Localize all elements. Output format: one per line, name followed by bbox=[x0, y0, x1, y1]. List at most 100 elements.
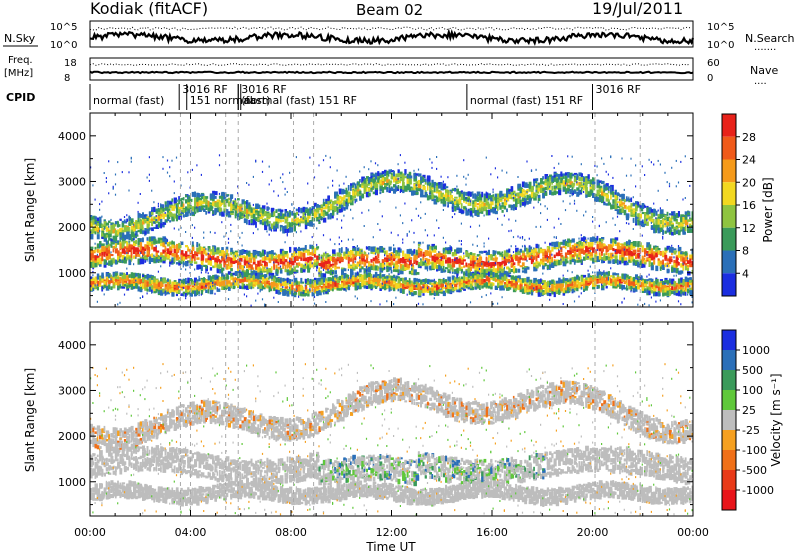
power-cell bbox=[268, 275, 272, 279]
power-cell bbox=[112, 271, 117, 277]
power-cell bbox=[255, 203, 259, 209]
power-cell bbox=[105, 278, 108, 281]
power-cell bbox=[436, 267, 439, 272]
power-cell bbox=[137, 275, 141, 279]
power-cell bbox=[133, 283, 137, 287]
power-cell bbox=[289, 246, 292, 253]
power-cell bbox=[169, 289, 173, 294]
power-cell bbox=[449, 195, 453, 199]
power-cell bbox=[481, 262, 485, 267]
power-cell bbox=[243, 260, 247, 266]
power-cell bbox=[298, 223, 300, 226]
power-cell bbox=[467, 287, 472, 290]
power-cell bbox=[90, 276, 93, 279]
power-cell bbox=[433, 181, 436, 188]
power-cell bbox=[203, 288, 206, 291]
power-cell bbox=[117, 288, 119, 291]
power-cell bbox=[521, 237, 524, 240]
power-cell bbox=[284, 253, 287, 258]
power-cell bbox=[377, 223, 379, 225]
power-cell bbox=[223, 235, 225, 238]
power-cell bbox=[196, 291, 200, 294]
power-cell bbox=[397, 250, 401, 253]
power-cell bbox=[261, 298, 264, 301]
power-cell bbox=[196, 197, 199, 202]
power-cell bbox=[264, 256, 268, 261]
power-cell bbox=[377, 280, 381, 286]
power-cell bbox=[205, 271, 207, 274]
power-cell bbox=[117, 240, 119, 243]
power-cell bbox=[420, 279, 423, 284]
power-cell bbox=[519, 286, 523, 293]
power-cell bbox=[469, 252, 473, 256]
power-cell bbox=[300, 287, 304, 291]
power-cell bbox=[194, 268, 196, 271]
power-cell bbox=[386, 262, 389, 268]
power-cell bbox=[185, 251, 188, 257]
power-cell bbox=[257, 217, 261, 222]
power-cell bbox=[200, 289, 204, 295]
power-cell bbox=[336, 277, 340, 283]
power-cell bbox=[361, 211, 363, 214]
power-cell bbox=[478, 250, 482, 254]
power-cell bbox=[90, 217, 93, 221]
power-cell bbox=[151, 238, 154, 242]
power-cell bbox=[286, 264, 289, 269]
power-cell bbox=[478, 203, 482, 210]
power-cell bbox=[390, 169, 392, 172]
power-cell bbox=[144, 283, 147, 288]
power-cell bbox=[454, 251, 457, 255]
power-cell bbox=[519, 283, 522, 290]
power-cell bbox=[476, 196, 480, 202]
power-cell bbox=[438, 284, 441, 287]
power-cell bbox=[114, 278, 118, 282]
power-cell bbox=[476, 191, 481, 197]
power-cell bbox=[395, 186, 399, 191]
power-cell bbox=[223, 282, 227, 288]
power-cell bbox=[151, 253, 154, 258]
power-cell bbox=[490, 274, 494, 278]
power-cell bbox=[417, 241, 422, 245]
power-cell bbox=[114, 242, 117, 247]
power-cell bbox=[372, 183, 376, 188]
power-cell bbox=[230, 194, 233, 199]
power-cell bbox=[182, 253, 187, 257]
power-cell bbox=[478, 268, 483, 273]
power-cell bbox=[318, 272, 320, 275]
power-cell bbox=[252, 219, 257, 225]
power-cell bbox=[307, 265, 311, 270]
power-cell bbox=[436, 196, 440, 202]
power-cell bbox=[114, 259, 118, 265]
power-cell bbox=[474, 199, 478, 202]
power-cell bbox=[126, 285, 129, 290]
power-cell bbox=[436, 265, 440, 270]
power-cell bbox=[454, 249, 458, 254]
power-cell bbox=[388, 253, 392, 258]
power-cell bbox=[207, 272, 209, 275]
power-cell bbox=[336, 288, 341, 291]
power-cell bbox=[388, 286, 393, 291]
power-cell bbox=[449, 287, 452, 291]
power-cell bbox=[216, 287, 218, 290]
power-cell bbox=[341, 188, 345, 193]
power-cell bbox=[325, 291, 328, 294]
power-cell bbox=[365, 274, 368, 278]
power-cell bbox=[200, 259, 204, 266]
power-cell bbox=[112, 247, 115, 253]
power-cell bbox=[399, 171, 403, 176]
power-cell bbox=[341, 240, 343, 243]
power-cell bbox=[503, 256, 505, 259]
power-cell bbox=[501, 285, 505, 291]
power-cell bbox=[488, 256, 490, 262]
power-cell bbox=[252, 175, 254, 178]
power-cell bbox=[393, 284, 395, 288]
power-cell bbox=[300, 257, 303, 261]
power-cell bbox=[291, 253, 293, 256]
power-cell bbox=[99, 208, 101, 211]
power-cell bbox=[223, 194, 227, 197]
power-cell bbox=[173, 287, 176, 291]
power-cell bbox=[108, 248, 111, 255]
power-cell bbox=[144, 234, 146, 237]
power-cell bbox=[377, 249, 380, 254]
power-cell bbox=[417, 302, 420, 305]
